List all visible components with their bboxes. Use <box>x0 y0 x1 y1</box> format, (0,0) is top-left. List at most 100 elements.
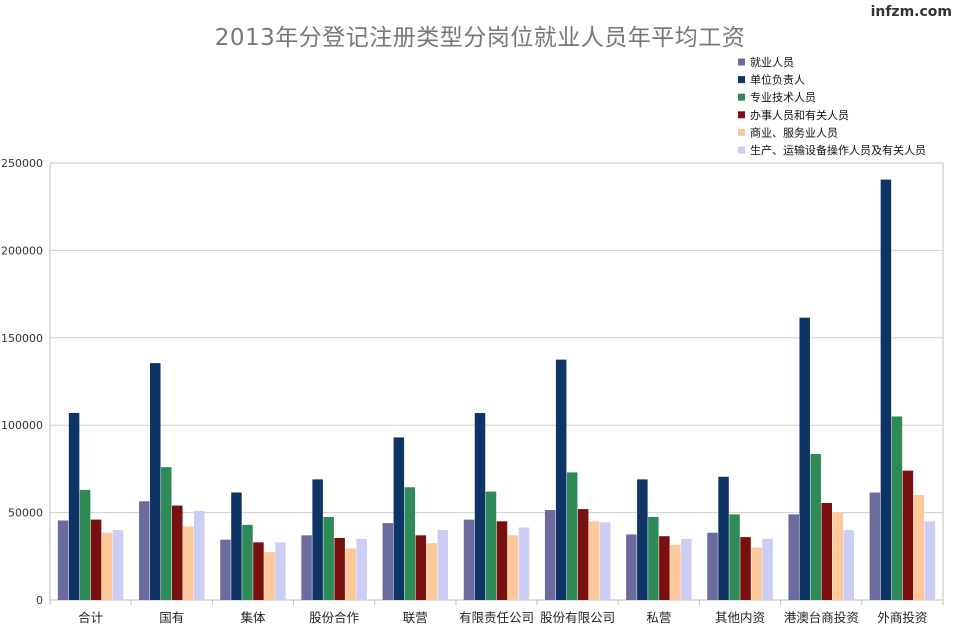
bar <box>112 530 124 600</box>
bar <box>253 542 264 600</box>
plot-area-border <box>49 162 944 601</box>
bar <box>648 516 659 600</box>
bar <box>637 479 648 600</box>
bar <box>415 535 427 600</box>
y-tick-label: 0 <box>36 594 43 607</box>
bar <box>150 363 161 600</box>
bar <box>707 532 718 600</box>
bar <box>869 492 881 600</box>
bar <box>729 514 740 600</box>
bar <box>183 526 194 600</box>
legend-swatch <box>738 93 745 101</box>
bar <box>242 524 253 600</box>
bar <box>264 551 275 600</box>
bar <box>544 509 556 600</box>
bar <box>577 509 589 600</box>
legend-swatch <box>738 76 745 84</box>
bar <box>821 502 832 600</box>
bar <box>404 487 416 600</box>
bar <box>345 548 356 600</box>
bar <box>334 537 345 600</box>
bars <box>57 179 936 600</box>
x-tick-label: 外商投资 <box>877 610 927 625</box>
x-tick-label: 国有 <box>159 610 184 625</box>
bar <box>382 523 394 600</box>
bar <box>161 467 172 600</box>
bar <box>913 495 925 600</box>
x-tick-label: 股份有限公司 <box>540 610 615 625</box>
bar <box>740 537 751 600</box>
bar <box>507 535 519 600</box>
legend-entry: 办事人员和有关人员 <box>750 108 849 122</box>
legend-entry: 专业技术人员 <box>750 90 816 104</box>
bar <box>599 522 611 600</box>
x-tick-label: 有限责任公司 <box>459 610 534 625</box>
bar <box>924 521 936 600</box>
bar <box>426 543 438 600</box>
legend-swatch <box>738 58 745 66</box>
bar <box>891 416 903 600</box>
bar <box>463 519 475 600</box>
bar <box>79 489 91 600</box>
bar <box>843 530 854 600</box>
bar <box>799 317 810 600</box>
legend-swatch <box>738 111 745 119</box>
bar <box>323 516 334 600</box>
bar <box>588 521 600 600</box>
bar <box>231 492 242 600</box>
y-tick-label: 200000 <box>1 244 43 257</box>
x-tick-label: 股份合作 <box>309 610 360 625</box>
x-tick-label: 联营 <box>403 610 428 625</box>
bar <box>788 514 799 600</box>
bar <box>832 512 843 600</box>
bar <box>312 479 323 600</box>
axes <box>49 162 944 605</box>
bar <box>437 530 449 600</box>
chart-title: 2013年分登记注册类型分岗位就业人员年平均工资 <box>214 25 746 51</box>
bar <box>555 359 567 600</box>
bar <box>718 476 729 600</box>
bar <box>880 179 892 600</box>
bar <box>902 470 914 600</box>
y-tick-label: 150000 <box>1 332 43 345</box>
y-tick-label: 100000 <box>1 419 43 432</box>
bar <box>474 412 486 600</box>
bar <box>220 539 231 600</box>
bar <box>810 454 821 600</box>
legend-swatch <box>738 146 745 154</box>
bar <box>670 544 681 600</box>
bar <box>762 538 773 600</box>
bar <box>68 412 80 600</box>
bar <box>275 542 286 600</box>
y-tick-label: 50000 <box>8 507 43 520</box>
x-tick-label: 合计 <box>78 610 103 625</box>
legend: 就业人员单位负责人专业技术人员办事人员和有关人员商业、服务业人员生产、运输设备操… <box>738 55 926 157</box>
watermark-logo: infzm.com <box>870 4 952 20</box>
x-tick-label: 其他内资 <box>715 610 765 625</box>
legend-entry: 单位负责人 <box>750 73 805 87</box>
bar <box>393 437 405 600</box>
bar <box>659 536 670 600</box>
bar <box>626 534 637 600</box>
bar <box>566 472 578 600</box>
bar <box>356 538 367 600</box>
legend-entry: 生产、运输设备操作人员及有关人员 <box>750 143 926 157</box>
y-tick-label: 250000 <box>1 157 43 170</box>
x-tick-label: 私营 <box>646 610 671 625</box>
bar <box>301 535 312 600</box>
bar <box>518 527 530 600</box>
x-tick-label: 港澳台商投资 <box>784 610 859 625</box>
axis-labels: 0 50000 100000 150000 200000 250000 合计 国有 集体 股份合作… <box>1 157 927 625</box>
x-tick-label: 集体 <box>240 610 266 625</box>
bar <box>751 547 762 600</box>
bar <box>172 505 183 600</box>
bar <box>681 538 692 600</box>
bar <box>496 521 508 600</box>
bar <box>485 491 497 600</box>
bar <box>194 510 205 600</box>
bar <box>101 532 113 600</box>
legend-swatch <box>738 128 745 136</box>
legend-entry: 商业、服务业人员 <box>750 125 838 139</box>
bar <box>139 501 150 600</box>
